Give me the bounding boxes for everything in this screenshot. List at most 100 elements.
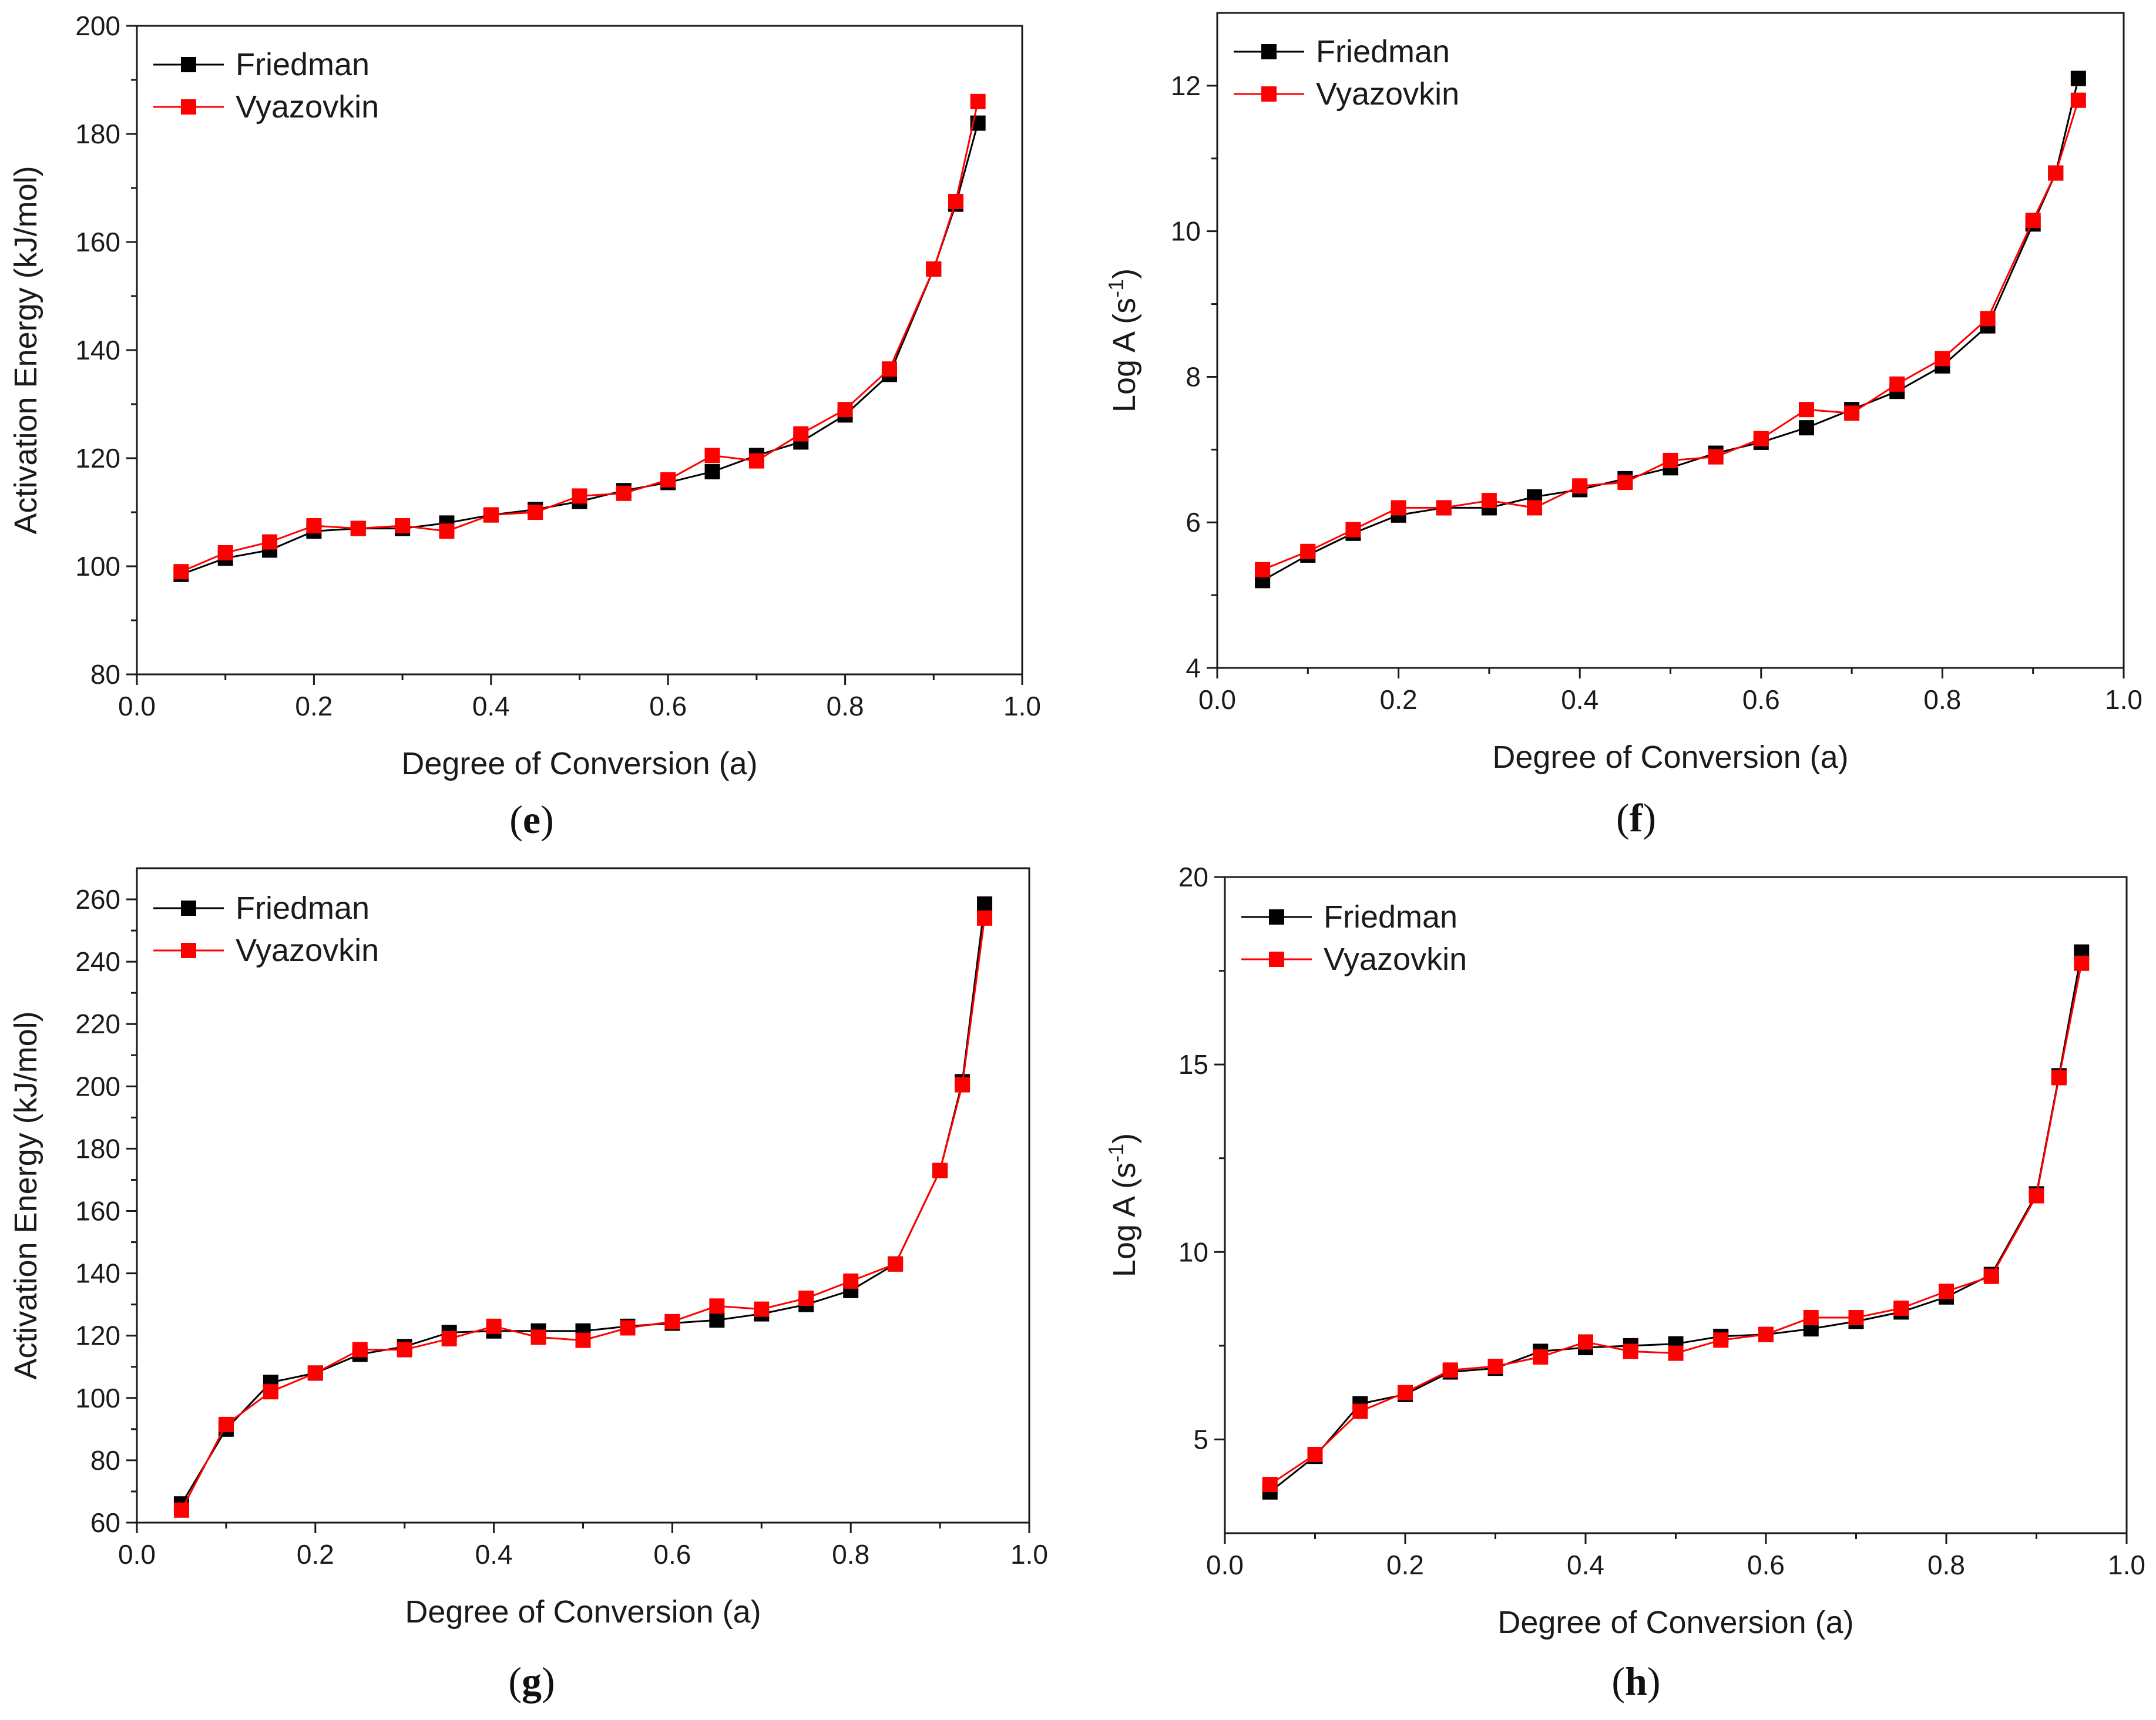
data-point-vyazovkin [483, 507, 499, 523]
legend-label-vyazovkin: Vyazovkin [1316, 76, 1459, 112]
y-tick-label: 100 [75, 1383, 120, 1413]
y-tick-label: 180 [75, 1133, 120, 1164]
data-point-vyazovkin [173, 564, 189, 580]
panel-caption-open: ( [508, 1659, 522, 1704]
panel-caption-letter: g [522, 1659, 542, 1704]
data-point-vyazovkin [395, 518, 411, 533]
y-tick-label: 160 [75, 227, 120, 257]
x-axis-label: Degree of Conversion (a) [1497, 1605, 1853, 1640]
data-point-vyazovkin [439, 523, 455, 539]
y-tick-label: 120 [75, 1321, 120, 1351]
series-line-friedman [180, 903, 986, 1504]
data-point-vyazovkin [1893, 1301, 1909, 1316]
legend-marker-vyazovkin [181, 99, 196, 115]
data-point-vyazovkin [572, 488, 587, 504]
x-tick-label: 0.0 [118, 1539, 156, 1570]
data-point-vyazovkin [1481, 493, 1497, 509]
x-tick-label: 0.8 [1927, 1550, 1965, 1580]
series-line-vyazovkin [1262, 100, 2080, 571]
y-axis-label: Log A (s-1) [1104, 1133, 1142, 1277]
data-point-vyazovkin [709, 1298, 725, 1314]
panel-caption: (f) [1616, 795, 1656, 840]
y-tick-label: 200 [75, 11, 120, 41]
y-tick-label: 180 [75, 119, 120, 149]
y-tick-label: 200 [75, 1071, 120, 1101]
panel-caption-letter: f [1630, 795, 1644, 840]
y-tick-label: 6 [1186, 507, 1201, 538]
data-point-vyazovkin [1442, 1362, 1458, 1378]
data-point-vyazovkin [307, 1365, 323, 1381]
y-tick-label: 120 [75, 443, 120, 473]
series-line-vyazovkin [180, 918, 986, 1511]
data-point-vyazovkin [793, 426, 809, 442]
legend-marker-friedman [1269, 909, 1284, 925]
y-tick-label: 20 [1178, 862, 1208, 892]
chart-panel-h: 0.0 0.2 0.4 0.6 0.8 1.0 5 10 15 20 Degree of Conve… [1104, 862, 2145, 1704]
legend-label-vyazovkin: Vyazovkin [1324, 942, 1467, 977]
legend-marker-vyazovkin [1261, 86, 1277, 102]
y-axis-label-part: ) [1107, 1133, 1142, 1144]
x-tick-label: 0.4 [1567, 1550, 1604, 1580]
data-point-friedman [709, 1312, 725, 1328]
data-point-vyazovkin [1889, 376, 1905, 392]
panel-caption-open: ( [1611, 1659, 1625, 1704]
data-point-vyazovkin [173, 1502, 189, 1518]
data-point-vyazovkin [754, 1301, 770, 1317]
data-point-vyazovkin [948, 194, 963, 209]
data-point-vyazovkin [837, 402, 853, 418]
data-point-vyazovkin [704, 448, 720, 463]
legend-label-friedman: Friedman [236, 891, 370, 926]
y-tick-label: 5 [1193, 1424, 1208, 1454]
x-tick-label: 0.8 [1923, 684, 1961, 715]
data-point-vyazovkin [1758, 1326, 1774, 1342]
panel-caption: (e) [509, 797, 554, 842]
y-tick-label: 100 [75, 551, 120, 582]
data-point-vyazovkin [926, 261, 942, 277]
data-point-vyazovkin [932, 1163, 948, 1178]
data-point-vyazovkin [660, 472, 676, 488]
data-point-vyazovkin [1345, 522, 1361, 538]
x-tick-label: 0.4 [1561, 684, 1598, 715]
data-point-vyazovkin [1617, 475, 1633, 491]
x-axis-label: Degree of Conversion (a) [405, 1594, 761, 1630]
data-point-vyazovkin [970, 93, 986, 109]
legend-marker-friedman [181, 57, 196, 72]
y-tick-label: 15 [1178, 1049, 1208, 1080]
x-tick-label: 1.0 [1010, 1539, 1048, 1570]
data-point-friedman [704, 464, 720, 479]
x-tick-label: 0.6 [1747, 1550, 1785, 1580]
data-point-vyazovkin [1262, 1477, 1278, 1493]
y-tick-label: 10 [1178, 1237, 1208, 1267]
legend-marker-vyazovkin [1269, 952, 1284, 967]
data-point-vyazovkin [843, 1273, 859, 1289]
data-point-vyazovkin [2074, 955, 2090, 971]
data-point-vyazovkin [1935, 351, 1950, 367]
panel-caption-open: ( [509, 797, 523, 842]
x-tick-label: 0.4 [472, 691, 510, 721]
panel-caption-close: ) [1643, 795, 1656, 840]
data-point-vyazovkin [888, 1256, 904, 1272]
data-point-vyazovkin [218, 1416, 234, 1432]
data-point-vyazovkin [2070, 92, 2086, 108]
data-point-vyazovkin [1848, 1309, 1864, 1325]
data-point-vyazovkin [620, 1320, 636, 1336]
y-axis-label-superscript: -1 [1104, 279, 1128, 298]
y-tick-label: 4 [1186, 653, 1201, 683]
series-line-friedman [1269, 952, 2083, 1493]
data-point-vyazovkin [575, 1332, 591, 1348]
x-tick-label: 1.0 [2105, 684, 2142, 715]
data-point-vyazovkin [1844, 405, 1860, 421]
data-point-vyazovkin [1623, 1343, 1638, 1359]
y-tick-label: 260 [75, 884, 120, 915]
panel-caption-close: ) [542, 1659, 555, 1704]
legend-marker-friedman [1261, 44, 1277, 59]
y-tick-label: 220 [75, 1009, 120, 1039]
data-point-vyazovkin [977, 910, 993, 926]
data-point-vyazovkin [1578, 1334, 1593, 1350]
data-point-vyazovkin [2029, 1188, 2044, 1204]
y-tick-label: 140 [75, 335, 120, 365]
legend-label-friedman: Friedman [1316, 34, 1450, 69]
series-line-friedman [1262, 78, 2080, 582]
data-point-vyazovkin [1398, 1385, 1413, 1400]
x-tick-label: 0.0 [1198, 684, 1236, 715]
